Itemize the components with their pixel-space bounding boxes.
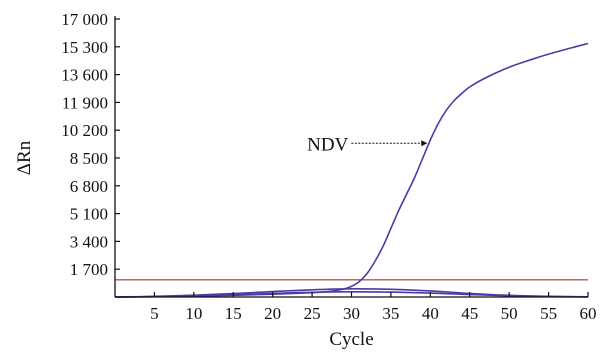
ndv-annotation-arrowhead <box>421 140 428 147</box>
y-tick-label: 17 000 <box>61 10 108 29</box>
x-tick-label: 55 <box>540 304 557 323</box>
x-tick-label: 5 <box>150 304 159 323</box>
x-tick-label: 45 <box>461 304 478 323</box>
ticks: 1 700 3 400 5 100 6 800 8 500 10 200 11 900 13 … <box>61 10 596 323</box>
y-tick-label: 1 700 <box>70 260 108 279</box>
y-tick-label: 11 900 <box>62 93 108 112</box>
x-tick-label: 10 <box>185 304 202 323</box>
y-axis-title: ΔRn <box>14 140 35 175</box>
ndv-amplification-curve <box>114 42 589 298</box>
x-tick-label: 40 <box>422 304 439 323</box>
x-tick-label: 35 <box>382 304 399 323</box>
y-tick-label: 5 100 <box>70 205 108 224</box>
y-tick-label: 10 200 <box>61 121 108 140</box>
x-tick-label: 25 <box>304 304 321 323</box>
ndv-annotation-label: NDV <box>307 134 348 155</box>
x-tick-label: 20 <box>264 304 281 323</box>
y-tick-label: 15 300 <box>61 38 108 57</box>
y-tick-label: 13 600 <box>61 66 108 85</box>
annotation: NDV <box>307 134 428 155</box>
y-tick-label: 6 800 <box>70 177 108 196</box>
x-tick-label: 15 <box>225 304 242 323</box>
series-layer <box>114 42 589 298</box>
y-tick-label: 3 400 <box>70 232 108 251</box>
x-tick-label: 30 <box>343 304 360 323</box>
y-tick-label: 8 500 <box>70 149 108 168</box>
axes <box>114 16 588 298</box>
x-tick-label: 60 <box>580 304 597 323</box>
x-tick-label: 50 <box>501 304 518 323</box>
x-axis-title: Cycle <box>329 329 373 350</box>
